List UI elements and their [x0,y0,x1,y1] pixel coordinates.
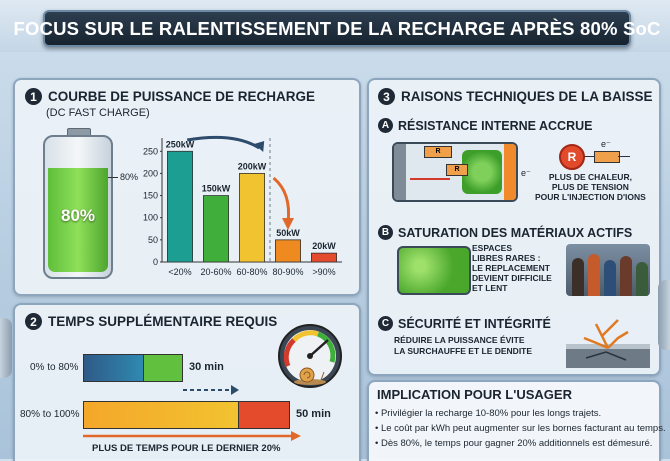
reason-c-letter: C [378,316,393,331]
y-tick-label: 200 [143,168,158,178]
trend-arrow-2-head-icon [282,218,294,230]
reason-b-caption: ESPACES LIBRES RARES : LE REPLACEMENT DE… [472,243,552,293]
reason-a-heading: A RÉSISTANCE INTERNE ACCRUE [378,118,592,133]
section1-number: 1 [25,88,42,105]
section1-subtitle: (DC FAST CHARGE) [46,107,150,119]
robot-hand-right-icon [658,280,670,350]
trend-arrow-1-icon [186,135,261,150]
row2-time: 50 min [296,408,331,420]
section2-heading: 2 TEMPS SUPPLÉMENTAIRE REQUIS [25,313,277,330]
x-tick-label: >90% [312,267,335,277]
implication-bullet-2: • Le coût par kWh peut augmenter sur les… [375,423,666,434]
x-tick-label: <20% [168,267,191,277]
wire-right [618,156,630,157]
trend-arrow-2-icon [272,176,291,224]
crowd-image [566,244,650,296]
battery-marker-label: 80% [120,172,139,182]
reason-a-caption: PLUS DE CHALEUR, PLUS DE TENSION POUR L'… [535,172,646,202]
x-tick-label: 20-60% [200,267,231,277]
section3-heading: 3 RAISONS TECHNIQUES DE LA BAISSE [378,88,653,105]
resistor-icon [594,151,620,163]
y-tick-label: 50 [148,235,158,245]
bar [203,195,230,263]
section1-title: COURBE DE PUISSANCE DE RECHARGE [48,89,316,104]
bar-value-label: 200kW [238,161,267,171]
row1-bar-green [143,354,183,382]
timeline-arrow-icon [83,431,301,441]
gauge-icon [278,324,342,388]
section3-number: 3 [378,88,395,105]
x-tick-label: 60-80% [236,267,267,277]
cell-electron-label: e⁻ [521,168,531,178]
implication-bullet-3: • Dès 80%, le temps pour gagner 20% addi… [375,438,653,449]
robot-hand-left-icon [0,318,12,378]
reason-c-heading: C SÉCURITÉ ET INTÉGRITÉ [378,316,551,331]
section2-footer: PLUS DE TEMPS POUR LE DERNIER 20% [92,443,281,454]
row1-bar-blue [83,354,145,382]
section2-number: 2 [25,313,42,330]
bar [166,150,194,263]
section1-heading: 1 COURBE DE PUISSANCE DE RECHARGE [25,88,315,105]
reason-b-title: SATURATION DES MATÉRIAUX ACTIFS [398,225,633,240]
section2-title: TEMPS SUPPLÉMENTAIRE REQUIS [48,314,278,329]
power-chart: 0 50 100 150 200 250 250kW <20% 150kW 20-60% 200kW… [143,135,342,277]
y-tick-label: 100 [143,213,158,223]
row2-bar-orange [83,401,240,429]
bar [239,173,266,263]
reason-c-title: SÉCURITÉ ET INTÉGRITÉ [398,316,551,331]
reason-a-letter: A [378,118,393,133]
bar-value-label: 50kW [276,228,300,238]
implication-panel [367,380,661,461]
page-title: FOCUS SUR LE RALENTISSEMENT DE LA RECHAR… [13,10,660,47]
bar [310,252,337,263]
battery-icon: 80% [43,128,113,279]
battery-percent: 80% [60,206,96,225]
y-tick-label: 0 [153,257,158,267]
battery-fill [48,168,108,272]
y-tick-label: 150 [143,191,158,201]
bar-value-label: 150kW [202,184,231,194]
resistor-electron-label: e⁻ [601,139,611,149]
section3-title: RAISONS TECHNIQUES DE LA BAISSE [401,89,653,104]
bar-value-label: 250kW [166,139,195,149]
implication-bullet-1: • Privilégier la recharge 10-80% pour le… [375,408,602,419]
reason-a-title: RÉSISTANCE INTERNE ACCRUE [398,118,593,133]
dendrite-crack-icon [566,319,650,368]
x-tick-label: 80-90% [272,267,303,277]
row2-bar-red [238,401,290,429]
row1-label: 0% to 80% [30,362,79,373]
row1-time: 30 min [189,361,224,373]
implication-title: IMPLICATION POUR L'USAGER [377,387,572,402]
snail-icon [294,367,326,385]
bar [274,239,301,263]
resistor-circle-icon: R [559,144,585,170]
reason-c-caption: RÉDUIRE LA PUISSANCE ÉVITE LA SURCHAUFFE… [394,335,533,356]
bar-value-label: 20kW [312,241,336,251]
arrow-right-icon [183,385,239,395]
saturated-material-icon [397,246,471,295]
cell-diagram: R R [392,142,518,202]
wire-left [584,156,594,157]
reason-b-heading: B SATURATION DES MATÉRIAUX ACTIFS [378,225,632,240]
trend-arrow-1-head-icon [254,141,265,152]
battery-marker-line [108,177,118,178]
reason-b-letter: B [378,225,393,240]
row2-label: 80% to 100% [20,409,80,420]
y-tick-label: 250 [143,146,158,156]
